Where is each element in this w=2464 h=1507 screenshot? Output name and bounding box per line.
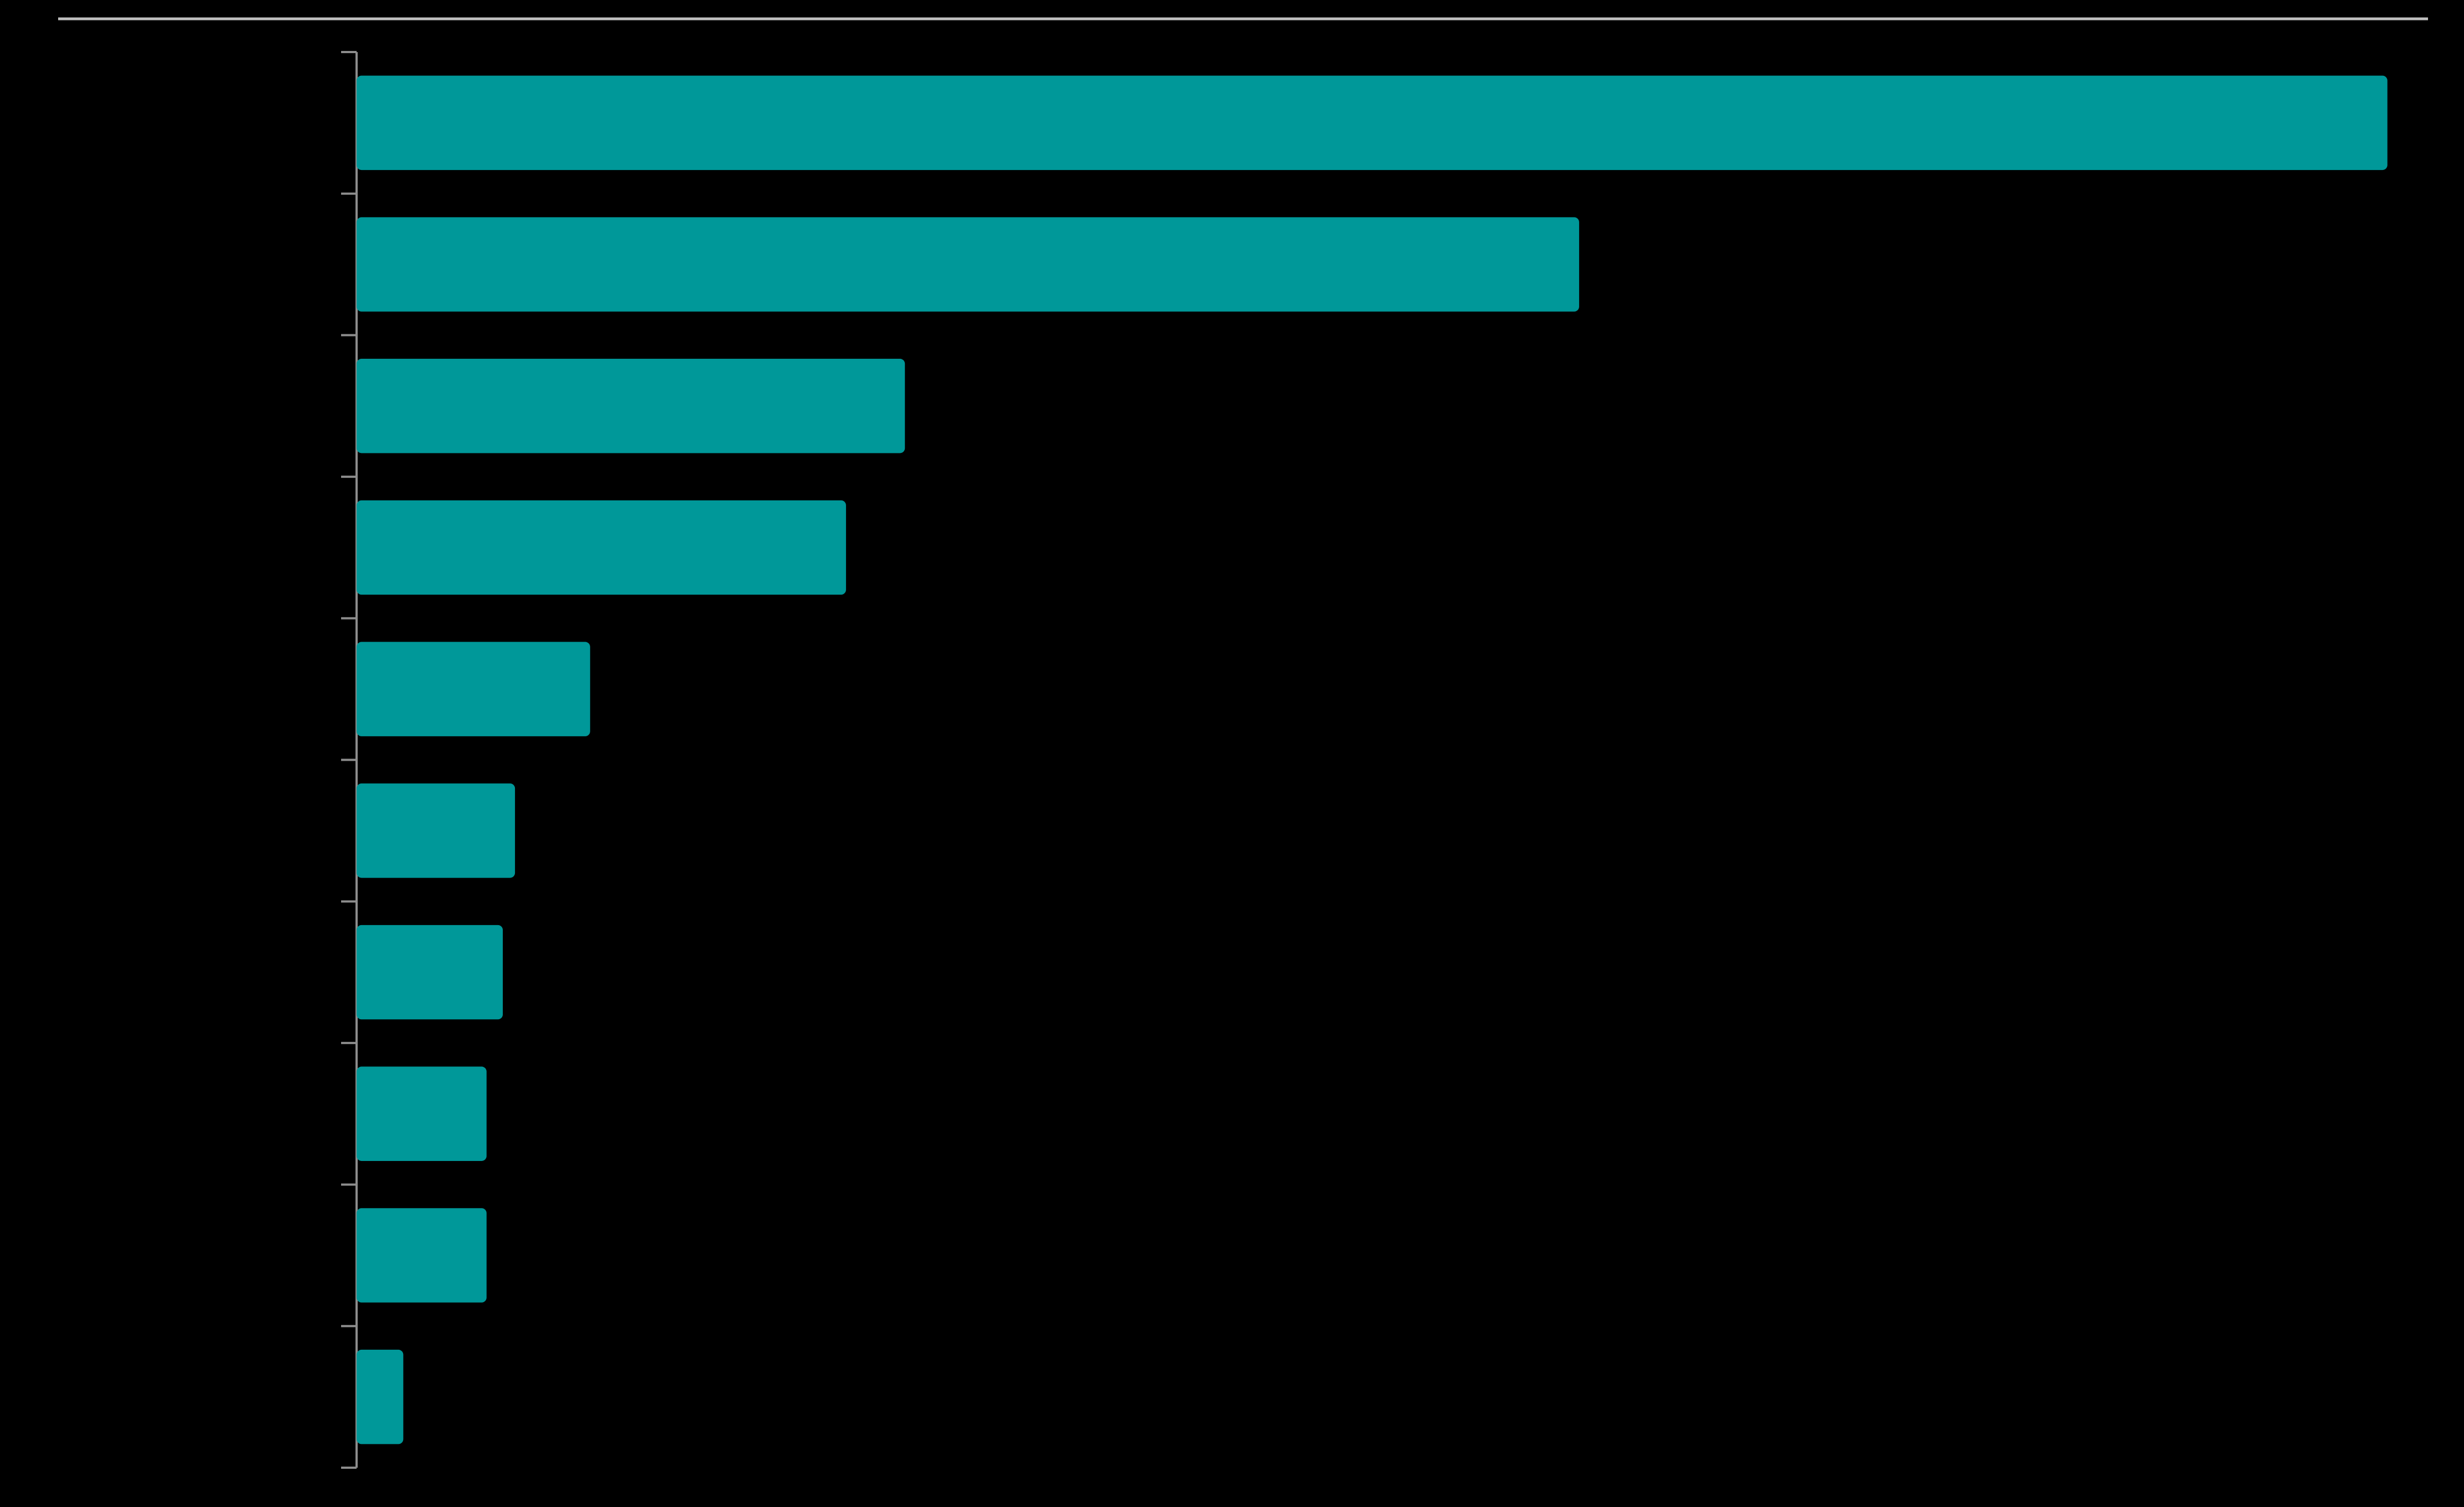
bar xyxy=(357,783,516,878)
bar xyxy=(357,642,590,736)
bar xyxy=(357,217,1579,312)
bar xyxy=(357,1349,404,1444)
bar xyxy=(357,925,503,1020)
bar xyxy=(357,1066,487,1161)
bar xyxy=(357,359,905,453)
bar xyxy=(357,1208,487,1303)
bar xyxy=(357,500,846,595)
bar xyxy=(357,75,2388,171)
